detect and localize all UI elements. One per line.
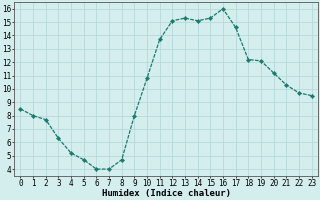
X-axis label: Humidex (Indice chaleur): Humidex (Indice chaleur)	[101, 189, 230, 198]
